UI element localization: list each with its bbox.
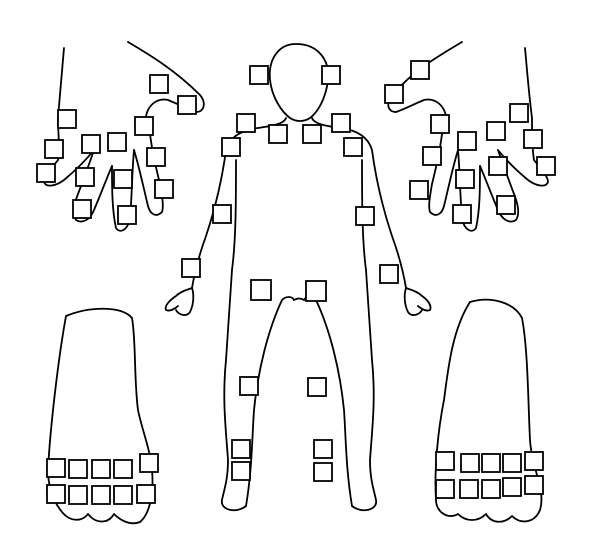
site-box[interactable] <box>307 377 327 397</box>
site-box[interactable] <box>409 180 429 200</box>
site-box[interactable] <box>305 280 327 302</box>
site-box[interactable] <box>117 205 137 225</box>
site-box[interactable] <box>268 124 288 144</box>
site-box[interactable] <box>113 459 133 479</box>
site-box[interactable] <box>459 479 479 499</box>
site-box[interactable] <box>384 84 404 104</box>
site-box[interactable] <box>46 484 66 504</box>
site-box[interactable] <box>36 163 56 183</box>
left-hand-sites <box>36 74 197 225</box>
site-box[interactable] <box>177 95 197 115</box>
site-box[interactable] <box>457 131 477 151</box>
site-box[interactable] <box>91 485 111 505</box>
site-box[interactable] <box>502 453 522 473</box>
site-box[interactable] <box>46 458 66 478</box>
site-box[interactable] <box>502 477 522 497</box>
right-foot-sites <box>435 451 544 499</box>
site-box[interactable] <box>524 475 544 495</box>
site-box[interactable] <box>536 156 556 176</box>
site-box[interactable] <box>239 376 259 396</box>
site-box[interactable] <box>313 439 333 459</box>
site-box[interactable] <box>430 114 450 134</box>
site-box[interactable] <box>355 206 375 226</box>
site-box[interactable] <box>212 204 232 224</box>
right-hand-sites <box>384 60 556 224</box>
site-box[interactable] <box>422 146 442 166</box>
right-foot-outline <box>434 298 543 523</box>
site-box[interactable] <box>302 124 322 144</box>
site-box[interactable] <box>481 479 501 499</box>
site-box[interactable] <box>68 485 88 505</box>
site-box[interactable] <box>524 451 544 471</box>
site-box[interactable] <box>44 139 64 159</box>
site-box[interactable] <box>221 137 241 157</box>
site-box[interactable] <box>72 199 92 219</box>
site-box[interactable] <box>57 109 77 129</box>
site-box[interactable] <box>460 453 480 473</box>
site-box[interactable] <box>410 60 430 80</box>
site-box[interactable] <box>154 179 174 199</box>
site-box[interactable] <box>321 65 341 85</box>
site-box[interactable] <box>249 65 269 85</box>
site-box[interactable] <box>435 479 455 499</box>
site-box[interactable] <box>75 167 95 187</box>
site-box[interactable] <box>91 459 111 479</box>
site-box[interactable] <box>236 113 256 133</box>
site-box[interactable] <box>481 453 501 473</box>
site-box[interactable] <box>181 258 201 278</box>
site-box[interactable] <box>149 74 169 94</box>
site-box[interactable] <box>231 461 251 481</box>
site-box[interactable] <box>231 439 251 459</box>
site-box[interactable] <box>136 484 156 504</box>
site-box[interactable] <box>107 132 127 152</box>
site-box[interactable] <box>113 485 133 505</box>
site-box[interactable] <box>343 137 363 157</box>
site-box[interactable] <box>313 462 333 482</box>
site-box[interactable] <box>509 103 529 123</box>
site-box[interactable] <box>435 451 455 471</box>
site-box[interactable] <box>496 195 516 215</box>
site-box[interactable] <box>488 156 508 176</box>
site-box[interactable] <box>68 459 88 479</box>
site-box[interactable] <box>134 116 154 136</box>
site-box[interactable] <box>523 129 543 149</box>
site-box[interactable] <box>379 264 399 284</box>
site-box[interactable] <box>486 121 506 141</box>
site-box[interactable] <box>81 134 101 154</box>
site-box[interactable] <box>455 169 475 189</box>
site-box[interactable] <box>113 169 133 189</box>
body-sites <box>181 65 399 482</box>
site-box[interactable] <box>452 204 472 224</box>
site-box[interactable] <box>146 147 166 167</box>
site-box[interactable] <box>250 279 272 301</box>
site-box[interactable] <box>331 113 351 133</box>
site-box[interactable] <box>139 453 159 473</box>
left-foot-sites <box>46 453 159 505</box>
